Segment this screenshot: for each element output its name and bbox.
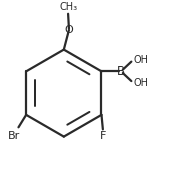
Text: F: F [100,131,106,141]
Text: OH: OH [133,55,148,65]
Text: Br: Br [8,131,20,141]
Text: OH: OH [133,78,148,88]
Text: O: O [64,25,73,35]
Text: B: B [117,65,125,78]
Text: CH₃: CH₃ [59,2,77,12]
